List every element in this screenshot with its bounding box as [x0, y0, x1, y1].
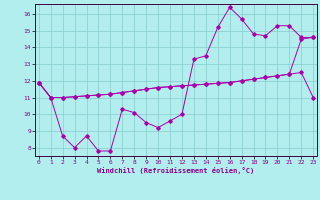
X-axis label: Windchill (Refroidissement éolien,°C): Windchill (Refroidissement éolien,°C) — [97, 167, 255, 174]
